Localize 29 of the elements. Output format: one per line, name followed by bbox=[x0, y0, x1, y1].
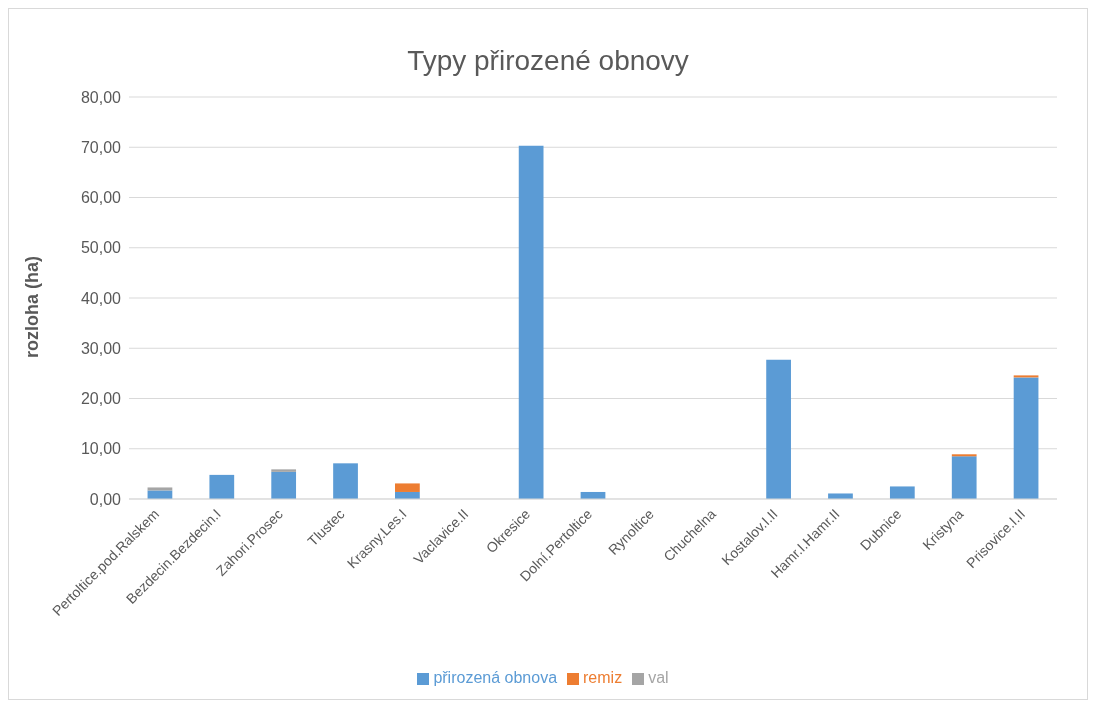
y-tick-label: 40,00 bbox=[80, 289, 122, 307]
bar bbox=[828, 493, 853, 499]
bar bbox=[395, 483, 420, 492]
bar bbox=[951, 456, 977, 499]
y-tick-label: 30,00 bbox=[80, 339, 122, 357]
bar bbox=[147, 487, 173, 491]
bar bbox=[147, 490, 173, 499]
bar bbox=[333, 463, 358, 499]
y-tick-label: 70,00 bbox=[80, 138, 122, 156]
y-tick-label: 20,00 bbox=[80, 390, 122, 408]
bar bbox=[951, 454, 977, 457]
bar bbox=[518, 145, 544, 499]
bar bbox=[271, 469, 297, 472]
legend-label: přirozená obnova bbox=[433, 669, 558, 686]
bar bbox=[766, 359, 791, 499]
bar bbox=[271, 471, 297, 499]
chart-title: Typy přirozené obnovy bbox=[406, 45, 690, 77]
y-axis-title: rozloha (ha) bbox=[22, 256, 43, 358]
y-tick-label: 0,00 bbox=[89, 490, 122, 508]
bar bbox=[1013, 377, 1039, 499]
y-tick-label: 60,00 bbox=[80, 189, 122, 207]
legend-label: remiz bbox=[583, 669, 623, 686]
bar bbox=[209, 474, 235, 499]
y-tick-label: 50,00 bbox=[80, 239, 122, 257]
legend-label: val bbox=[648, 669, 669, 686]
bar bbox=[889, 486, 915, 499]
y-tick-label: 10,00 bbox=[80, 440, 122, 458]
bar bbox=[1013, 375, 1039, 378]
y-tick-label: 80,00 bbox=[80, 88, 122, 106]
